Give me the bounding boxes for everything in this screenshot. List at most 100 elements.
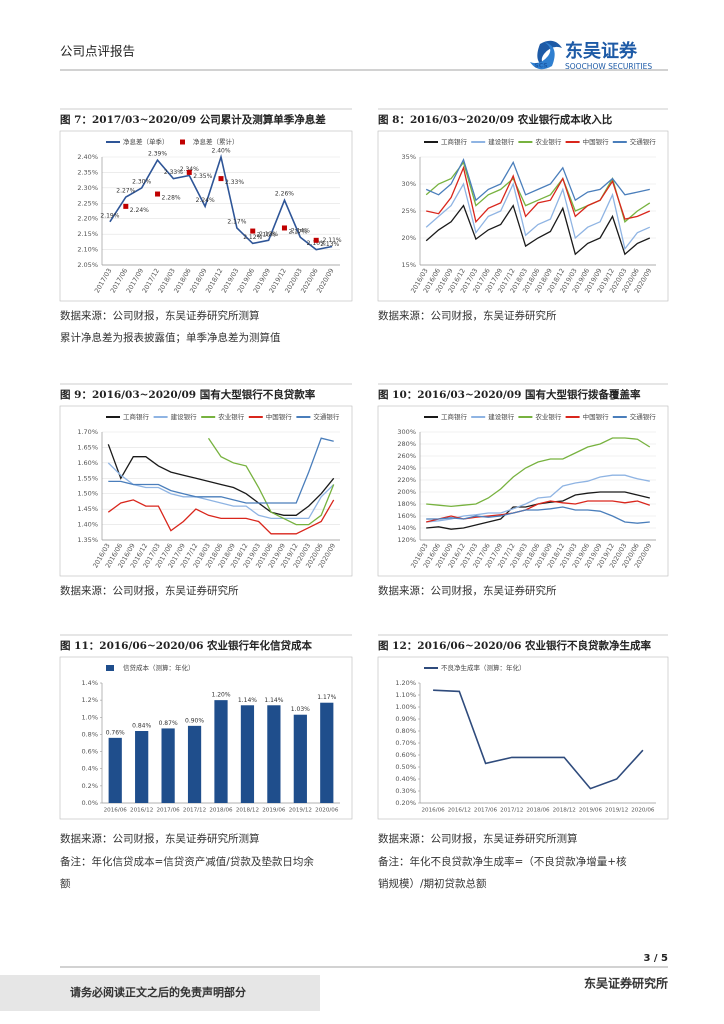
y-tick-label: 280%	[397, 440, 416, 448]
page-number: 3 / 5	[643, 953, 668, 964]
line-series	[207, 437, 335, 526]
marker	[313, 237, 319, 243]
legend-swatch	[106, 665, 114, 671]
y-tick-label: 1.20%	[395, 679, 416, 687]
line-series	[109, 153, 333, 251]
chart-frame	[377, 656, 669, 820]
figure-title: 图 8：2016/03~2020/09 农业银行成本收入比	[378, 113, 613, 126]
data-label: 2.13%	[259, 231, 278, 238]
line-series	[425, 157, 650, 202]
y-tick-label: 1.4%	[81, 679, 98, 687]
y-tick-label: 0.30%	[395, 787, 416, 795]
data-label: 2.27%	[116, 188, 135, 195]
data-label: 2.24%	[196, 197, 215, 204]
data-label: 2.35%	[193, 173, 212, 180]
y-tick-label: 2.10%	[77, 246, 98, 254]
legend-label: 中国银行	[583, 412, 610, 421]
y-tick-label: 1.40%	[77, 521, 98, 529]
line-series	[425, 204, 651, 256]
x-tick-label: 2017/12	[183, 808, 206, 814]
legend-label: 不良净生成率（测算：年化）	[441, 663, 526, 672]
y-tick-label: 0.40%	[395, 775, 416, 783]
x-tick-label: 2019/06	[262, 808, 286, 814]
y-tick-label: 15%	[402, 261, 416, 269]
data-label: 2.16%	[257, 232, 276, 239]
y-tick-label: 2.15%	[77, 230, 98, 238]
chart-frame	[59, 130, 353, 302]
x-tick-label: 2020/06	[631, 808, 655, 814]
y-tick-label: 0.6%	[81, 748, 98, 756]
data-label: 2.11%	[323, 237, 342, 244]
y-tick-label: 0.60%	[395, 751, 416, 759]
figure-title: 图 7：2017/03~2020/09 公司累计及测算单季净息差	[60, 113, 326, 126]
y-tick-label: 1.10%	[395, 691, 416, 699]
footer-org: 东吴证券研究所	[584, 976, 668, 991]
x-tick-label: 2016/06	[421, 808, 445, 814]
legend-label: 建设银行	[488, 137, 515, 146]
y-tick-label: 2.05%	[77, 261, 98, 269]
figure-title: 图 9：2016/03~2020/09 国有大型银行不良贷款率	[60, 388, 316, 401]
line-series	[107, 462, 335, 520]
y-tick-label: 2.35%	[77, 168, 98, 176]
x-tick-label: 2018/06	[209, 808, 233, 814]
logo-cn: 东吴证券	[565, 40, 638, 62]
data-label: 2.13%	[320, 241, 339, 248]
data-label: 0.87%	[159, 720, 178, 727]
legend-label: 建设银行	[171, 412, 198, 421]
marker	[186, 169, 192, 175]
y-tick-label: 300%	[397, 428, 416, 436]
x-tick-label: 2018/12	[553, 808, 576, 814]
x-tick-label: 2018/06	[526, 808, 550, 814]
data-label: 0.84%	[132, 723, 151, 730]
y-tick-label: 200%	[397, 488, 416, 496]
line-series	[426, 506, 650, 524]
y-tick-label: 1.35%	[77, 536, 98, 544]
y-tick-label: 140%	[397, 524, 416, 532]
note: 额	[60, 877, 71, 890]
legend-label: 中国银行	[266, 412, 293, 421]
data-label: 2.17%	[227, 218, 246, 225]
y-tick-label: 25%	[402, 207, 416, 215]
data-label: 1.20%	[211, 692, 230, 699]
data-label: 2.19%	[100, 212, 119, 219]
footer-disclaimer: 请务必阅读正文之后的免责声明部分	[70, 985, 246, 999]
legend-label: 农业银行	[535, 412, 562, 421]
y-tick-label: 1.70%	[77, 428, 98, 436]
y-tick-label: 220%	[397, 476, 416, 484]
y-tick-label: 35%	[402, 153, 416, 161]
x-tick-label: 2019/12	[605, 808, 628, 814]
data-label: 2.10%	[307, 240, 326, 247]
logo-en: SOOCHOW SECURITIES	[565, 62, 652, 71]
legend-label: 信贷成本（测算：年化）	[123, 663, 195, 672]
bar	[108, 737, 122, 803]
source: 数据来源：公司财报，东吴证券研究所测算	[60, 309, 260, 322]
data-label: 2.40%	[211, 148, 230, 155]
y-tick-label: 160%	[397, 512, 416, 520]
line-series	[426, 474, 650, 523]
line-series	[426, 437, 651, 508]
data-label: 1.03%	[291, 706, 310, 713]
y-tick-label: 1.00%	[395, 703, 416, 711]
legend-label: 交通银行	[630, 137, 657, 146]
figure-title: 图 12：2016/06~2020/06 农业银行不良贷款净生成率	[378, 639, 652, 652]
y-tick-label: 2.25%	[77, 199, 98, 207]
y-tick-label: 1.50%	[77, 490, 98, 498]
legend-label: 净息差（累计）	[193, 137, 239, 146]
source: 数据来源：公司财报，东吴证券研究所	[60, 584, 239, 597]
data-label: 2.28%	[162, 195, 181, 202]
note: 累计净息差为报表披露值；单季净息差为测算值	[60, 331, 281, 344]
x-tick-label: 2016/12	[130, 808, 153, 814]
logo	[530, 40, 562, 70]
marker	[250, 228, 256, 234]
y-tick-label: 0.70%	[395, 739, 416, 747]
logo-mark	[530, 42, 555, 70]
data-label: 2.30%	[132, 178, 151, 185]
data-label: 2.33%	[225, 179, 244, 186]
line-series	[107, 444, 335, 516]
bar	[214, 700, 228, 803]
data-label: 2.26%	[275, 191, 294, 198]
marker	[281, 225, 287, 231]
y-tick-label: 1.60%	[77, 459, 98, 467]
data-label: 2.34%	[180, 166, 199, 173]
